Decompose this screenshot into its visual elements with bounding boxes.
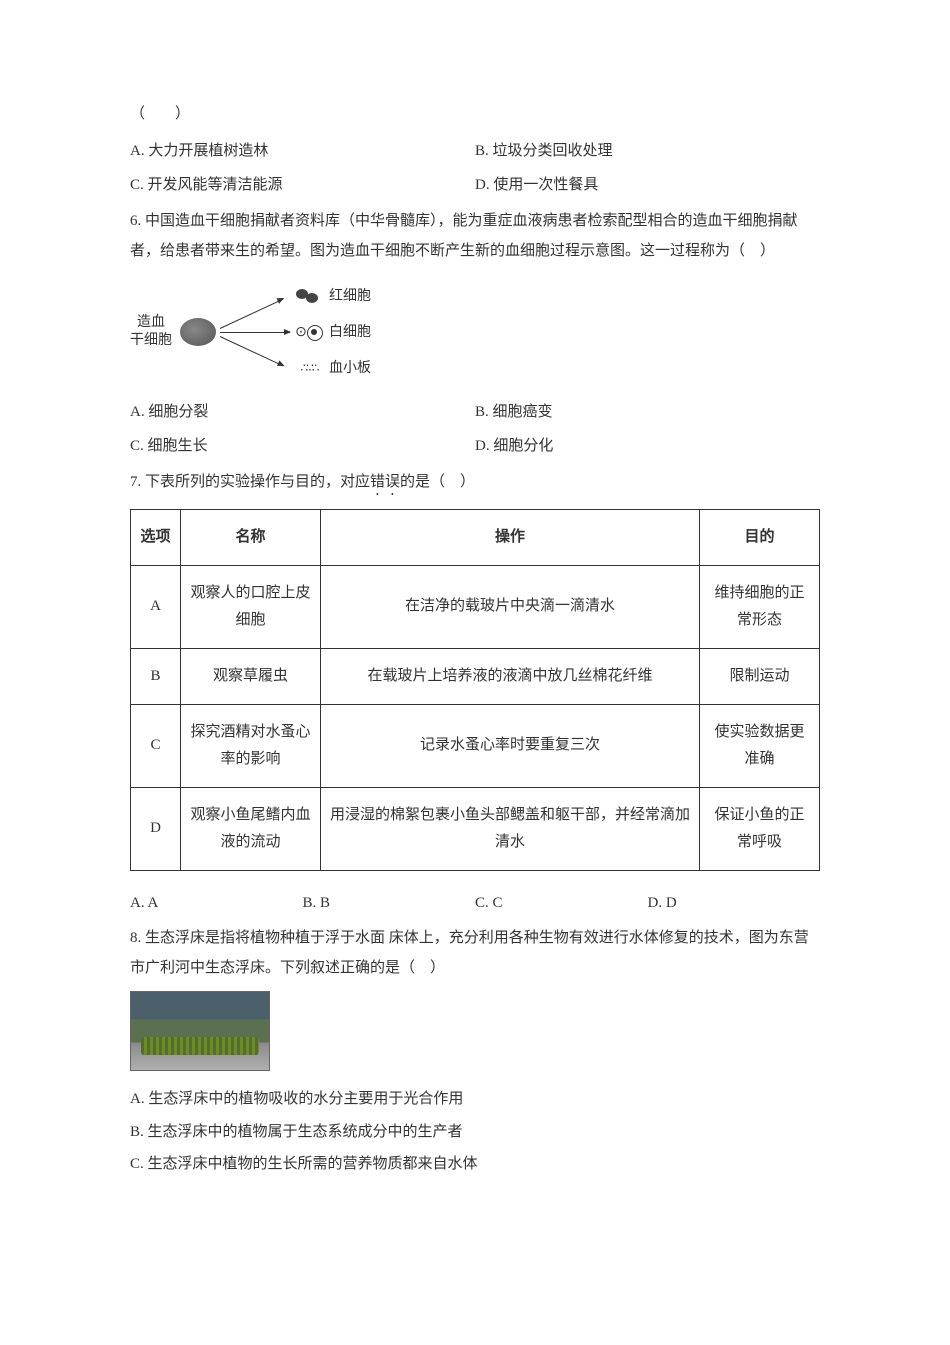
- q7-cell: 使实验数据更准确: [700, 704, 820, 787]
- q7-option-d: D. D: [648, 889, 821, 918]
- q7-cell: 观察草履虫: [181, 648, 321, 704]
- q5-bracket: （ ）: [130, 100, 820, 129]
- q8-option-a: A. 生态浮床中的植物吸收的水分主要用于光合作用: [130, 1085, 820, 1114]
- q6-target-white: ⊙ 白细胞: [295, 320, 371, 347]
- q7-text-post: 的是（ ）: [400, 474, 475, 490]
- q5-option-c: C. 开发风能等清洁能源: [130, 171, 475, 200]
- q5-option-b: B. 垃圾分类回收处理: [475, 137, 820, 166]
- q7-option-a: A. A: [130, 889, 303, 918]
- q6-target-label: 白细胞: [329, 320, 371, 347]
- q6-target-red: 红细胞: [295, 284, 371, 311]
- q6-option-d: D. 细胞分化: [475, 432, 820, 461]
- q6-target-label: 血小板: [329, 356, 371, 383]
- q7-header: 选项: [131, 509, 181, 565]
- q7-cell: 在洁净的载玻片中央滴一滴清水: [321, 565, 700, 648]
- table-row: A 观察人的口腔上皮细胞 在洁净的载玻片中央滴一滴清水 维持细胞的正常形态: [131, 565, 820, 648]
- q7-cell: 限制运动: [700, 648, 820, 704]
- q5-option-d: D. 使用一次性餐具: [475, 171, 820, 200]
- table-row: B 观察草履虫 在载玻片上培养液的液滴中放几丝棉花纤维 限制运动: [131, 648, 820, 704]
- q7-header: 名称: [181, 509, 321, 565]
- q7-cell: 用浸湿的棉絮包裹小鱼头部鳃盖和躯干部，并经常滴加清水: [321, 787, 700, 870]
- q6-option-b: B. 细胞癌变: [475, 398, 820, 427]
- q5-options-row1: A. 大力开展植树造林 B. 垃圾分类回收处理: [130, 137, 820, 166]
- table-header-row: 选项 名称 操作 目的: [131, 509, 820, 565]
- q6-arrow-icon: [220, 332, 290, 333]
- q5-options-row2: C. 开发风能等清洁能源 D. 使用一次性餐具: [130, 171, 820, 200]
- q8-option-c: C. 生态浮床中植物的生长所需的营养物质都来自水体: [130, 1150, 820, 1179]
- q6-diagram: 造血干细胞 红细胞 ⊙ 白细胞 ∴∵∴ 血小板: [130, 276, 410, 386]
- q6-text: 6. 中国造血干细胞捐献者资料库（中华骨髓库），能为重症血液病患者检索配型相合的…: [130, 206, 820, 266]
- q5-option-a: A. 大力开展植树造林: [130, 137, 475, 166]
- q7-table: 选项 名称 操作 目的 A 观察人的口腔上皮细胞 在洁净的载玻片中央滴一滴清水 …: [130, 509, 820, 871]
- q7-cell: 探究酒精对水蚤心率的影响: [181, 704, 321, 787]
- q7-option-b: B. B: [303, 889, 476, 918]
- q7-text-em: 错误: [370, 474, 400, 490]
- q7-cell: 保证小鱼的正常呼吸: [700, 787, 820, 870]
- platelet-icon: ∴∵∴: [295, 358, 323, 380]
- table-row: D 观察小鱼尾鳍内血液的流动 用浸湿的棉絮包裹小鱼头部鳃盖和躯干部，并经常滴加清…: [131, 787, 820, 870]
- q7-option-c: C. C: [475, 889, 648, 918]
- q8-text: 8. 生态浮床是指将植物种植于浮于水面 床体上，充分利用各种生物有效进行水体修复…: [130, 923, 820, 983]
- q7-cell: 记录水蚤心率时要重复三次: [321, 704, 700, 787]
- q6-arrow-icon: [220, 298, 284, 328]
- q7-cell: 在载玻片上培养液的液滴中放几丝棉花纤维: [321, 648, 700, 704]
- q6-arrow-icon: [220, 336, 284, 366]
- q6-option-c: C. 细胞生长: [130, 432, 475, 461]
- q7-text: 7. 下表所列的实验操作与目的，对应错误的是（ ）: [130, 467, 820, 499]
- q6-source-icon: [180, 318, 216, 346]
- q6-target-label: 红细胞: [329, 284, 371, 311]
- q7-cell: 观察人的口腔上皮细胞: [181, 565, 321, 648]
- table-row: C 探究酒精对水蚤心率的影响 记录水蚤心率时要重复三次 使实验数据更准确: [131, 704, 820, 787]
- q7-options-row: A. A B. B C. C D. D: [130, 889, 820, 918]
- q6-options-row1: A. 细胞分裂 B. 细胞癌变: [130, 398, 820, 427]
- q7-header: 操作: [321, 509, 700, 565]
- q6-options-row2: C. 细胞生长 D. 细胞分化: [130, 432, 820, 461]
- red-cell-icon: [295, 286, 323, 308]
- q7-cell: 维持细胞的正常形态: [700, 565, 820, 648]
- q7-text-pre: 7. 下表所列的实验操作与目的，对应: [130, 474, 370, 490]
- q7-cell: B: [131, 648, 181, 704]
- q6-source-label: 造血干细胞: [130, 314, 172, 350]
- white-cell-icon: ⊙: [295, 322, 323, 344]
- q7-header: 目的: [700, 509, 820, 565]
- q6-target-platelet: ∴∵∴ 血小板: [295, 356, 371, 383]
- q8-photo: [130, 991, 270, 1071]
- q8-option-b: B. 生态浮床中的植物属于生态系统成分中的生产者: [130, 1118, 820, 1147]
- q7-cell: C: [131, 704, 181, 787]
- q6-option-a: A. 细胞分裂: [130, 398, 475, 427]
- q7-cell: D: [131, 787, 181, 870]
- q7-cell: A: [131, 565, 181, 648]
- q7-cell: 观察小鱼尾鳍内血液的流动: [181, 787, 321, 870]
